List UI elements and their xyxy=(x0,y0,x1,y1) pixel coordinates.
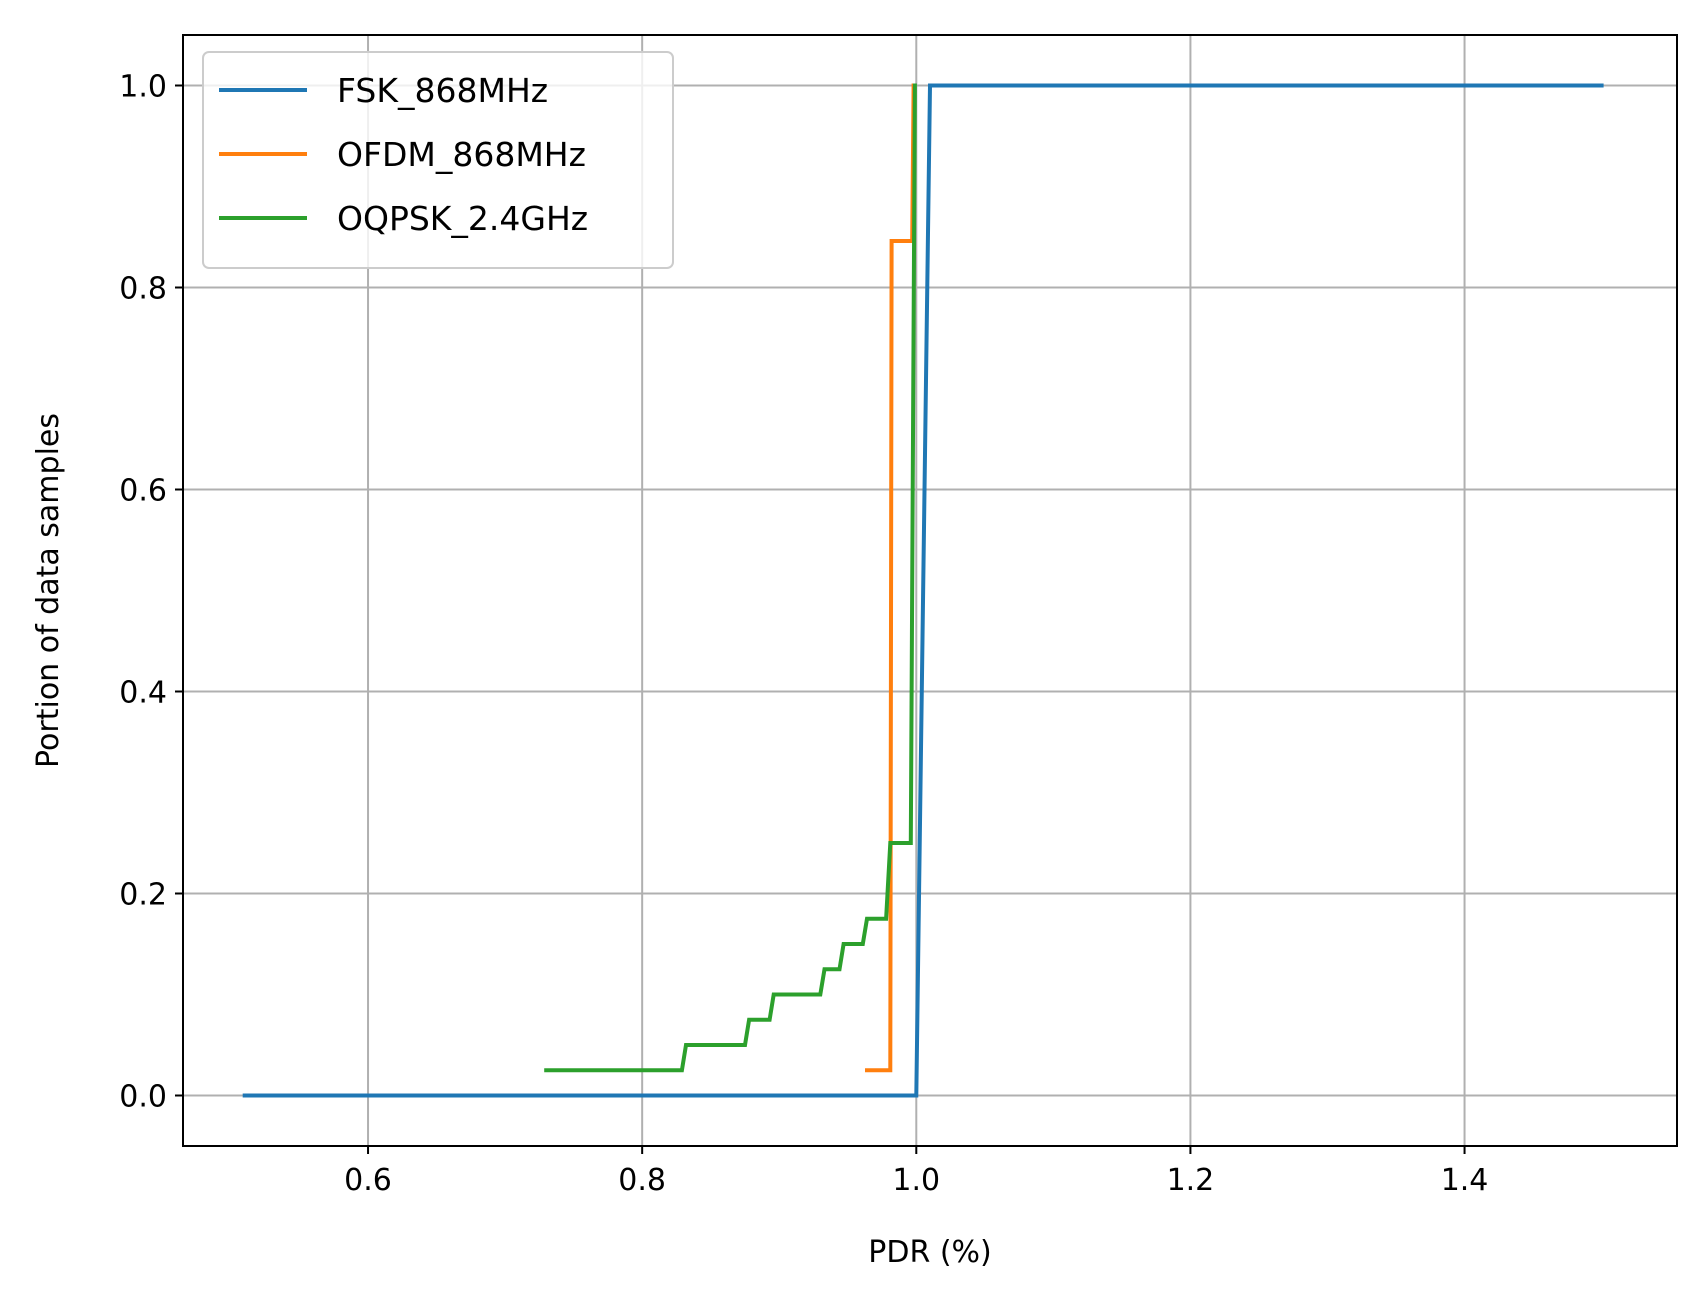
y-tick-label: 1.0 xyxy=(119,70,167,105)
series-line-OFDM_868MHz xyxy=(865,83,916,1073)
legend-label: FSK_868MHz xyxy=(337,71,548,110)
plot-frame xyxy=(182,34,1678,1147)
x-tick-label: 1.2 xyxy=(1167,1163,1215,1198)
x-axis-label: PDR (%) xyxy=(868,1235,992,1270)
y-axis-label: Portion of data samples xyxy=(31,413,66,768)
legend-label: OFDM_868MHz xyxy=(337,135,586,174)
series-line-FSK_868MHz xyxy=(242,83,1604,1098)
series-line-OQPSK_2.4GHz xyxy=(544,83,917,1073)
x-axis-ticks: 0.6 0.8 1.0 1.2 1.4 xyxy=(344,1146,1488,1198)
legend: FSK_868MHz OFDM_868MHz OQPSK_2.4GHz xyxy=(202,51,674,269)
y-tick-label: 0.6 xyxy=(119,474,167,509)
legend-box xyxy=(202,51,674,269)
x-tick-label: 1.4 xyxy=(1441,1163,1489,1198)
y-axis-ticks: 0.0 0.2 0.4 0.6 0.8 1.0 xyxy=(119,70,183,1115)
x-tick-label: 0.6 xyxy=(344,1163,392,1198)
y-tick-label: 0.0 xyxy=(119,1080,167,1115)
series-group xyxy=(242,83,1604,1098)
y-tick-label: 0.8 xyxy=(119,272,167,307)
x-tick-label: 0.8 xyxy=(618,1163,666,1198)
x-tick-label: 1.0 xyxy=(892,1163,940,1198)
y-tick-label: 0.4 xyxy=(119,676,167,711)
y-tick-label: 0.2 xyxy=(119,878,167,913)
legend-label: OQPSK_2.4GHz xyxy=(337,199,588,238)
